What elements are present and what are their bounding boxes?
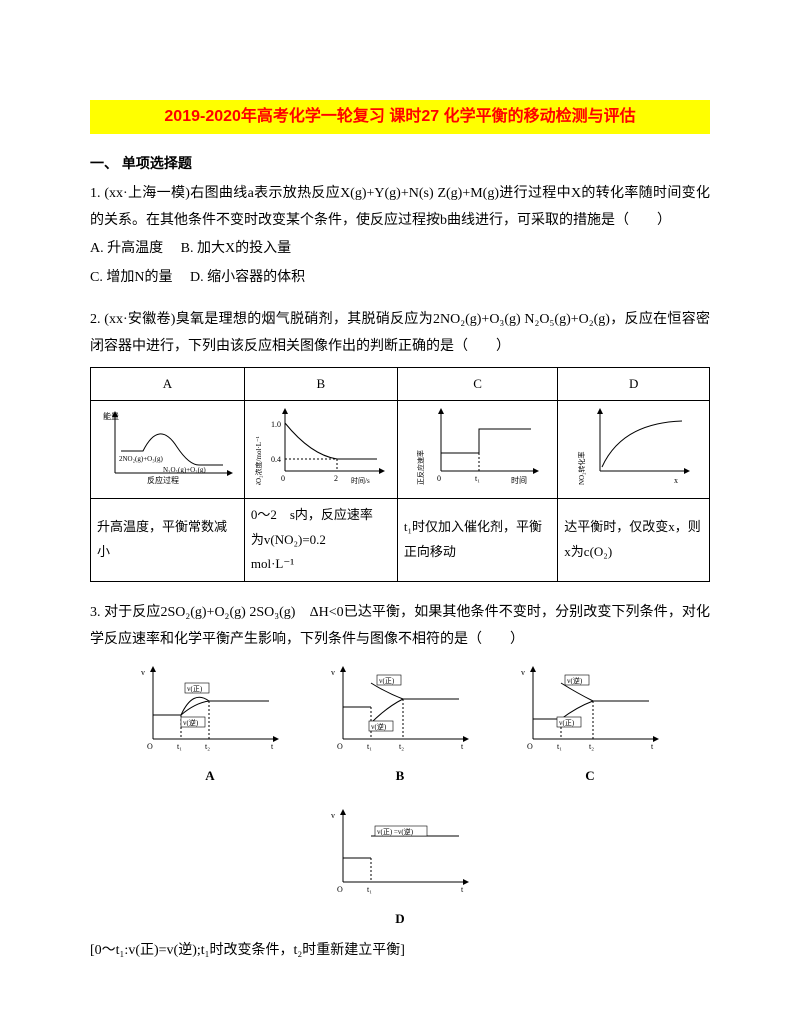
svg-text:t₂: t₂ [205, 742, 210, 751]
q2-cell-b-diagram: NO₂浓度/mol·L⁻¹ 1.0 0.4 0 2 时间/s [244, 401, 397, 499]
svg-text:O: O [527, 742, 533, 751]
svg-text:t: t [271, 742, 274, 751]
svg-text:v(正): v(正) [379, 677, 395, 685]
svg-text:0: 0 [281, 474, 285, 483]
svg-text:正反应速率: 正反应速率 [416, 450, 425, 485]
svg-text:v: v [331, 668, 335, 677]
svg-text:t₁: t₁ [177, 742, 182, 751]
page-title: 2019-2020年高考化学一轮复习 课时27 化学平衡的移动检测与评估 [90, 100, 710, 134]
svg-text:NO₂浓度/mol·L⁻¹: NO₂浓度/mol·L⁻¹ [254, 436, 263, 485]
q2-row-c: t₁时仅加入催化剂，平衡正向移动 [397, 498, 557, 581]
svg-text:能量: 能量 [103, 411, 119, 421]
q1-opt-a: A. 升高温度 [90, 241, 163, 256]
svg-text:t: t [461, 742, 464, 751]
svg-text:时间: 时间 [511, 475, 527, 485]
q2-h-c: C [397, 367, 557, 401]
svg-text:t₁: t₁ [475, 474, 480, 483]
q1-stem: 1. (xx·上海一模)右图曲线a表示放热反应X(g)+Y(g)+N(s) Z(… [90, 181, 710, 234]
svg-text:t₁: t₁ [557, 742, 562, 751]
svg-text:O: O [337, 742, 343, 751]
q2-row-a: 升高温度，平衡常数减小 [91, 498, 245, 581]
svg-text:N₂O₅(g)+O₂(g): N₂O₅(g)+O₂(g) [163, 466, 206, 474]
svg-text:v(逆): v(逆) [567, 676, 583, 685]
svg-text:v: v [331, 811, 335, 820]
q2-cell-d-diagram: NO₂转化率 x [558, 401, 710, 499]
q2-table: A B C D 能量 2NO₂(g)+O₃(g) N₂O₅(g)+O₂(g) 反… [90, 367, 710, 582]
svg-text:v(逆): v(逆) [371, 722, 387, 731]
svg-text:t: t [651, 742, 654, 751]
q3-chart-b: v(正) v(逆) v O t₁ t₂ t B [325, 663, 475, 788]
svg-text:v(逆): v(逆) [183, 718, 199, 727]
svg-text:反应过程: 反应过程 [147, 475, 179, 485]
svg-text:2NO₂(g)+O₃(g): 2NO₂(g)+O₃(g) [119, 455, 163, 463]
svg-text:t₁: t₁ [367, 742, 372, 751]
svg-text:2: 2 [334, 474, 338, 483]
q3-stem: 3. 对于反应2SO₂(g)+O₂(g) 2SO₃(g) ΔH<0已达平衡，如果… [90, 600, 710, 653]
q2-h-d: D [558, 367, 710, 401]
q3-footer: [0～t₁:v(正)=v(逆);t₁时改变条件，t₂时重新建立平衡] [90, 938, 710, 965]
svg-text:O: O [147, 742, 153, 751]
svg-text:t₂: t₂ [589, 742, 594, 751]
svg-text:v: v [141, 668, 145, 677]
q3-chart-a: v(正) v(逆) v O t₁ t₂ t A [135, 663, 285, 788]
q3-chart-d: v(正) =v(逆) v O t₁ t D [325, 806, 475, 931]
q1-opt-c: C. 增加N的量 [90, 270, 172, 285]
svg-text:v(正) =v(逆): v(正) =v(逆) [377, 827, 414, 836]
svg-text:O: O [337, 885, 343, 894]
q3-charts: v(正) v(逆) v O t₁ t₂ t A v(正) [90, 663, 710, 932]
svg-text:1.0: 1.0 [271, 420, 281, 429]
svg-text:x: x [674, 476, 678, 485]
q2-stem: 2. (xx·安徽卷)臭氧是理想的烟气脱硝剂，其脱硝反应为2NO₂(g)+O₃(… [90, 307, 710, 360]
svg-text:v: v [521, 668, 525, 677]
svg-text:v(正): v(正) [187, 685, 203, 693]
q2-cell-c-diagram: 正反应速率 0 t₁ 时间 [397, 401, 557, 499]
q2-cell-a-diagram: 能量 2NO₂(g)+O₃(g) N₂O₅(g)+O₂(g) 反应过程 [91, 401, 245, 499]
q2-h-a: A [91, 367, 245, 401]
q3-chart-c: v(逆) v(正) v O t₁ t₂ t C [515, 663, 665, 788]
svg-text:时间/s: 时间/s [351, 476, 370, 485]
q1-opt-b: B. 加大X的投入量 [181, 241, 291, 256]
svg-text:0: 0 [437, 474, 441, 483]
q2-row-d: 达平衡时，仅改变x，则x为c(O₂) [558, 498, 710, 581]
q1-opt-d: D. 缩小容器的体积 [190, 270, 305, 285]
svg-text:NO₂转化率: NO₂转化率 [577, 452, 586, 486]
q2-h-b: B [244, 367, 397, 401]
section-heading: 一、 单项选择题 [90, 150, 710, 177]
svg-text:t₁: t₁ [367, 885, 372, 894]
svg-text:0.4: 0.4 [271, 455, 281, 464]
svg-text:v(正): v(正) [559, 719, 575, 727]
svg-text:t: t [461, 885, 464, 894]
q2-row-b: 0～2 s内，反应速率 为v(NO₂)=0.2 mol·L⁻¹ [244, 498, 397, 581]
svg-text:t₂: t₂ [399, 742, 404, 751]
